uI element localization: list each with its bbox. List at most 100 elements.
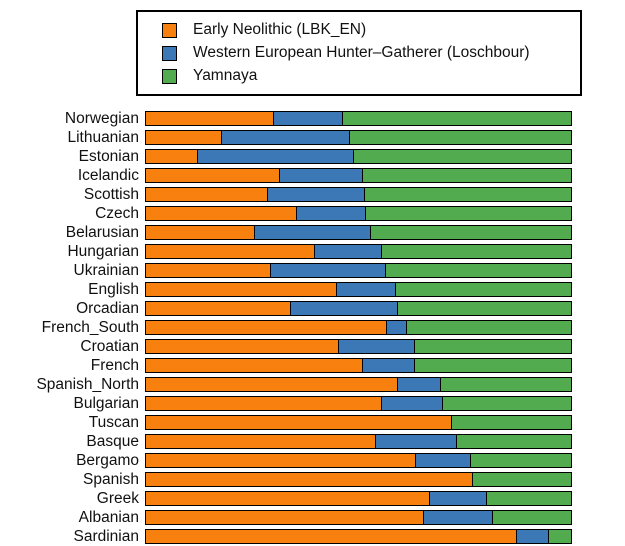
segment-en bbox=[146, 169, 280, 182]
segment-yamnaya bbox=[364, 207, 571, 220]
bar-row: Ukrainian bbox=[0, 261, 625, 280]
segment-en bbox=[146, 397, 382, 410]
segment-en bbox=[146, 150, 197, 163]
segment-en bbox=[146, 226, 254, 239]
stacked-bar bbox=[145, 263, 572, 278]
population-label: Czech bbox=[95, 204, 139, 222]
segment-en bbox=[146, 321, 387, 334]
population-label: Greek bbox=[96, 489, 139, 507]
population-label: Norwegian bbox=[64, 109, 139, 127]
stacked-bar bbox=[145, 529, 572, 544]
stacked-bar bbox=[145, 282, 572, 297]
segment-yamnaya bbox=[352, 150, 571, 163]
bar-row: Icelandic bbox=[0, 166, 625, 185]
stacked-bar bbox=[145, 225, 572, 240]
legend-item-whg: Western European Hunter–Gatherer (Loschb… bbox=[162, 44, 580, 62]
segment-en bbox=[146, 359, 362, 372]
bar-row: Czech bbox=[0, 204, 625, 223]
segment-yamnaya bbox=[369, 226, 571, 239]
bar-row: Estonian bbox=[0, 147, 625, 166]
legend-item-yamnaya: Yamnaya bbox=[162, 67, 580, 85]
segment-whg bbox=[338, 340, 415, 353]
segment-en bbox=[146, 530, 517, 543]
segment-yamnaya bbox=[364, 188, 571, 201]
stacked-bar bbox=[145, 396, 572, 411]
segment-yamnaya bbox=[406, 321, 571, 334]
segment-en bbox=[146, 492, 430, 505]
segment-whg bbox=[270, 264, 386, 277]
population-label: Spanish bbox=[82, 470, 139, 488]
segment-yamnaya bbox=[385, 264, 571, 277]
segment-whg bbox=[296, 207, 365, 220]
stacked-bar bbox=[145, 320, 572, 335]
stacked-bar bbox=[145, 168, 572, 183]
stacked-bar bbox=[145, 415, 572, 430]
segment-whg bbox=[279, 169, 362, 182]
segment-en bbox=[146, 207, 297, 220]
stacked-bar bbox=[145, 434, 572, 449]
population-label: Sardinian bbox=[73, 527, 140, 545]
population-label: Hungarian bbox=[67, 242, 139, 260]
segment-yamnaya bbox=[413, 359, 571, 372]
population-label: Orcadian bbox=[76, 299, 139, 317]
bar-row: Sardinian bbox=[0, 527, 625, 546]
bar-row: Bulgarian bbox=[0, 394, 625, 413]
segment-en bbox=[146, 131, 221, 144]
stacked-bar bbox=[145, 244, 572, 259]
segment-yamnaya bbox=[442, 397, 571, 410]
segment-whg bbox=[375, 435, 457, 448]
population-label: Spanish_North bbox=[36, 375, 139, 393]
segment-whg bbox=[335, 283, 396, 296]
population-label: English bbox=[88, 280, 139, 298]
population-label: French bbox=[90, 356, 139, 374]
segment-yamnaya bbox=[397, 302, 571, 315]
bar-row: French_South bbox=[0, 318, 625, 337]
population-label: Albanian bbox=[78, 508, 139, 526]
population-label: Bulgarian bbox=[73, 394, 140, 412]
segment-yamnaya bbox=[469, 454, 571, 467]
bar-row: Spanish bbox=[0, 470, 625, 489]
segment-en bbox=[146, 454, 416, 467]
population-label: Bergamo bbox=[76, 451, 139, 469]
stacked-bar bbox=[145, 206, 572, 221]
bar-row: Orcadian bbox=[0, 299, 625, 318]
segment-whg bbox=[397, 378, 441, 391]
bar-row: Greek bbox=[0, 489, 625, 508]
stacked-bar bbox=[145, 130, 572, 145]
segment-en bbox=[146, 245, 314, 258]
population-label: Tuscan bbox=[88, 413, 139, 431]
segment-whg bbox=[415, 454, 470, 467]
bar-row: Belarusian bbox=[0, 223, 625, 242]
segment-yamnaya bbox=[341, 112, 571, 125]
population-label: Basque bbox=[86, 432, 139, 450]
segment-yamnaya bbox=[381, 245, 571, 258]
segment-whg bbox=[253, 226, 370, 239]
bar-row: French bbox=[0, 356, 625, 375]
population-label: Icelandic bbox=[77, 166, 139, 184]
segment-yamnaya bbox=[485, 492, 571, 505]
bar-row: Scottish bbox=[0, 185, 625, 204]
population-label: French_South bbox=[41, 318, 139, 336]
bar-rows: Norwegian Lithuanian Estonian Icelandic Scot… bbox=[0, 109, 625, 546]
population-label: Croatian bbox=[80, 337, 139, 355]
green-swatch-icon bbox=[162, 68, 177, 84]
blue-swatch-icon bbox=[162, 45, 177, 61]
segment-en bbox=[146, 112, 274, 125]
segment-whg bbox=[423, 511, 492, 524]
population-label: Ukrainian bbox=[73, 261, 139, 279]
legend-item-en: Early Neolithic (LBK_EN) bbox=[162, 21, 580, 39]
segment-en bbox=[146, 264, 271, 277]
bar-row: English bbox=[0, 280, 625, 299]
segment-en bbox=[146, 416, 452, 429]
orange-swatch-icon bbox=[162, 22, 177, 38]
segment-yamnaya bbox=[440, 378, 571, 391]
stacked-bar bbox=[145, 149, 572, 164]
legend-label: Early Neolithic (LBK_EN) bbox=[193, 21, 367, 38]
segment-en bbox=[146, 435, 376, 448]
segment-en bbox=[146, 511, 424, 524]
segment-whg bbox=[386, 321, 407, 334]
population-label: Belarusian bbox=[65, 223, 139, 241]
segment-whg bbox=[290, 302, 398, 315]
stacked-bar bbox=[145, 377, 572, 392]
